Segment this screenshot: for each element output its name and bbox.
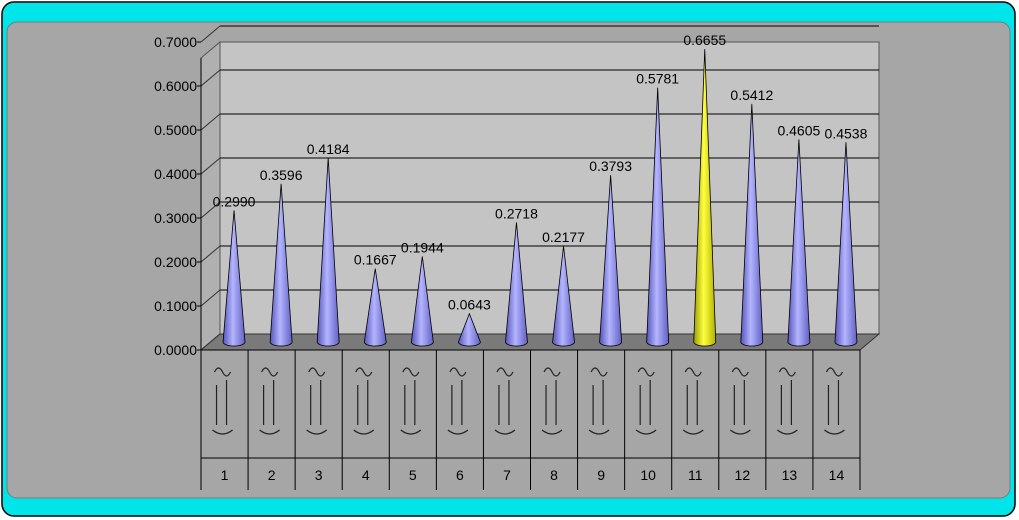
category-script-mark [729,367,751,435]
cone-bar [363,268,387,347]
category-script-mark [588,367,610,435]
data-label: 0.1944 [401,239,444,255]
gridline-side [200,25,221,43]
x-tick-label: 4 [362,467,370,483]
y-tick-label: 0.5000 [154,122,197,138]
cone-bar [410,256,434,347]
category-script-mark [541,367,563,435]
data-label: 0.5781 [636,71,679,87]
cone-bar [269,183,293,347]
data-label: 0.0643 [448,297,491,313]
category-script-mark [259,367,280,435]
x-tick-label: 12 [735,467,751,483]
data-label: 0.4184 [307,141,350,157]
cone-bar [646,87,670,347]
x-tick-label: 13 [782,467,798,483]
category-script-mark [777,367,798,435]
gridline-side [200,69,221,87]
chart-floor [199,333,881,351]
x-tick-label: 11 [688,467,703,483]
y-tick-label: 0.4000 [154,166,197,182]
x-tick-label: 10 [640,467,656,483]
cone-bar [457,312,481,347]
cone-bar [505,222,528,347]
x-tick-label: 14 [829,467,845,483]
data-label: 0.4605 [777,122,820,138]
x-tick-label: 3 [315,467,323,483]
cone-bar [740,103,764,347]
cone-bar [787,139,811,347]
cone-bar [693,49,717,347]
data-label: 0.2718 [495,205,538,221]
y-tick-label: 0.6000 [154,78,197,94]
category-script-mark [212,367,233,435]
gridline-side [200,245,221,263]
data-label: 0.4538 [825,125,868,141]
category-script-mark [494,367,516,435]
gridline-side [200,113,221,131]
category-script-mark [682,367,704,435]
category-script-mark [353,367,375,435]
x-tick-label: 5 [409,467,417,483]
category-script-mark [447,367,469,435]
x-tick-label: 6 [456,467,464,483]
x-tick-label: 2 [268,467,276,483]
y-tick-label: 0.3000 [154,210,197,226]
data-label: 0.6655 [683,32,726,48]
data-label: 0.2990 [213,193,256,209]
y-tick-label: 0.1000 [154,298,197,314]
y-tick-label: 0.7000 [154,34,197,50]
data-label: 0.2177 [542,229,585,245]
data-label: 0.3793 [589,158,632,174]
y-tick-label: 0.0000 [154,342,197,358]
data-label: 0.5412 [730,87,773,103]
cone-bar [316,157,340,347]
gridline-side [200,157,221,175]
x-tick-label: 8 [550,467,558,483]
category-script-mark [635,367,657,435]
x-tick-label: 1 [221,467,229,483]
data-label: 0.1667 [354,252,397,268]
data-label: 0.3596 [260,167,303,183]
x-tick-label: 9 [597,467,605,483]
cone-bar [834,142,858,347]
cone-bar [552,246,575,347]
category-script-mark [306,367,328,435]
cone-bar [599,175,623,347]
y-tick-label: 0.2000 [154,254,197,270]
category-script-mark [400,367,422,435]
gridline-side [200,201,221,219]
category-script-mark [824,367,845,435]
cone-bar [222,210,246,347]
gridline-side [200,289,221,307]
x-tick-label: 7 [503,467,511,483]
